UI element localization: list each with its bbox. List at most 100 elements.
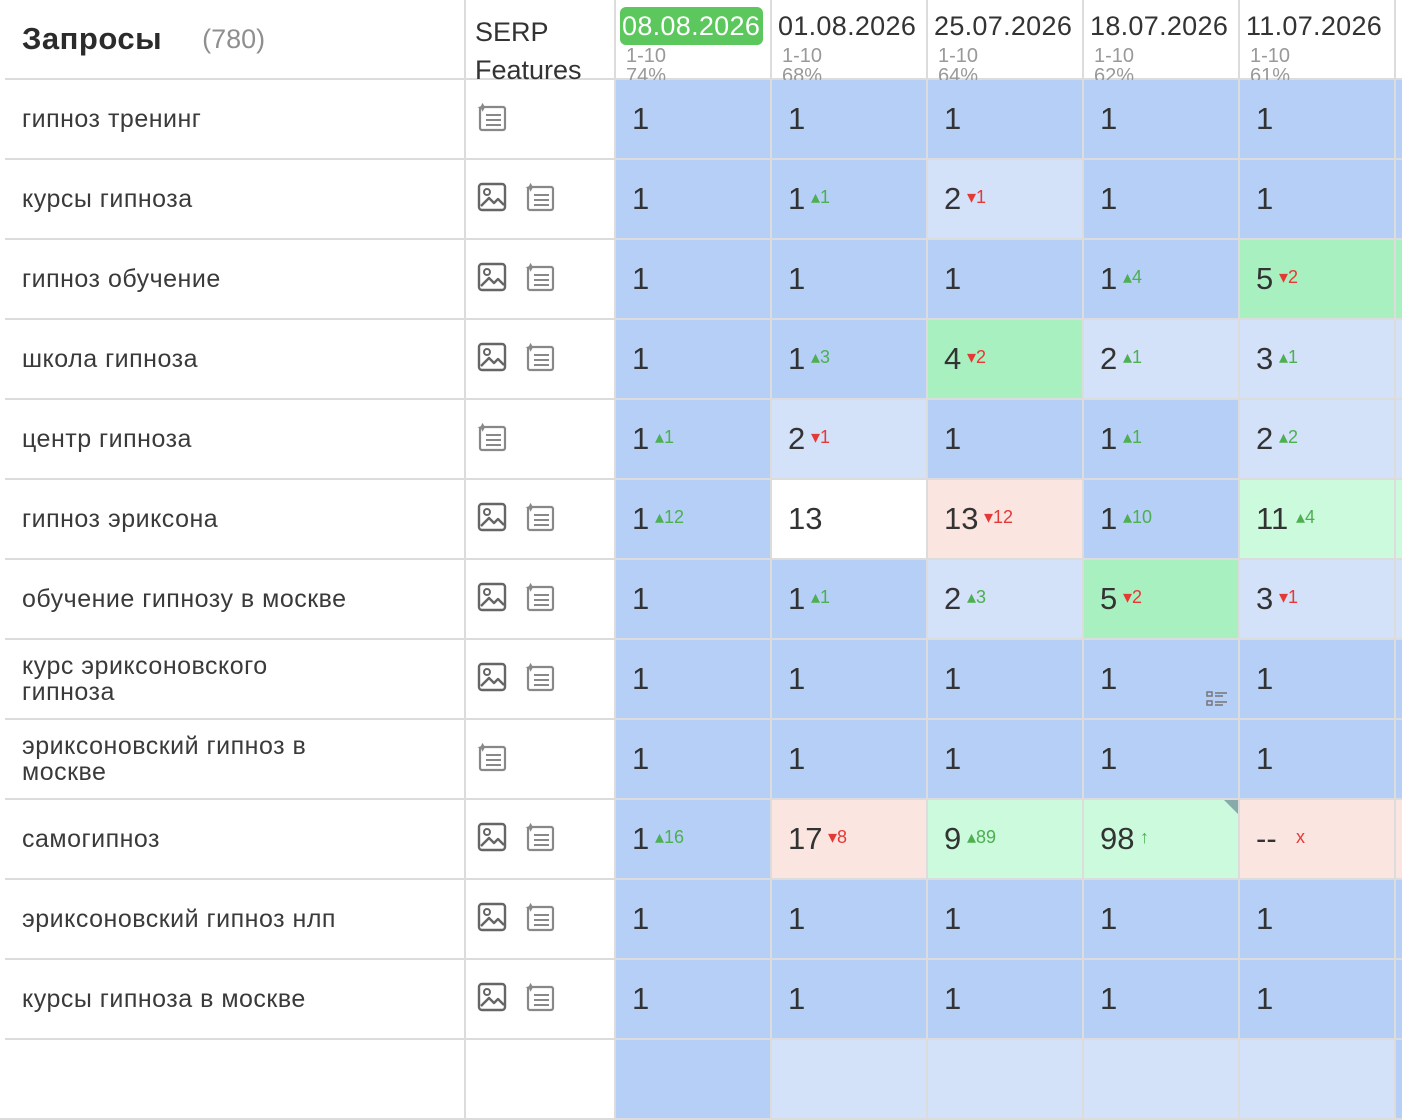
queries-header[interactable]: Запросы (780) [5,0,464,78]
image-icon[interactable] [476,501,508,538]
position-cell[interactable]: 1 [616,880,770,958]
query-text[interactable]: курсы гипноза [22,185,193,213]
query-text[interactable]: эриксоновский гипноз в москве [22,732,307,786]
date-column-header[interactable]: 25.07.2026 1-10 64% [928,0,1082,86]
position-cell[interactable]: 1 ▴12 [616,480,770,558]
position-cell[interactable]: 4 ▾2 [928,320,1082,398]
query-cell[interactable]: курсы гипноза в москве [5,960,464,1038]
position-cell[interactable]: 1 [772,960,926,1038]
query-cell[interactable]: школа гипноза [5,320,464,398]
position-cell[interactable]: 9 ▴89 [928,800,1082,878]
query-text[interactable]: обучение гипнозу в москве [22,585,347,613]
position-cell[interactable]: 1 ▴1 [1084,400,1238,478]
snippet-icon[interactable] [524,981,556,1018]
position-cell[interactable]: 2 ▾1 [928,160,1082,238]
position-cell[interactable]: 1 ▴1 [772,560,926,638]
query-text[interactable]: самогипноз [22,825,161,853]
position-cell[interactable]: 1 [1084,160,1238,238]
list-icon[interactable] [1206,690,1228,708]
query-cell[interactable]: эриксоновский гипноз в москве [5,720,464,798]
query-text[interactable]: центр гипноза [22,425,192,453]
position-cell[interactable]: -- x [1240,800,1394,878]
position-cell[interactable]: 1 [616,560,770,638]
snippet-icon[interactable] [476,421,508,458]
image-icon[interactable] [476,261,508,298]
query-cell[interactable]: обучение гипнозу в москве [5,560,464,638]
query-cell[interactable]: самогипноз [5,800,464,878]
date-column-header[interactable]: 01.08.2026 1-10 68% [772,0,926,86]
image-icon[interactable] [476,981,508,1018]
position-cell[interactable]: 1 [616,240,770,318]
date-label[interactable]: 01.08.2026 [778,11,917,41]
position-cell[interactable]: 17 ▾8 [772,800,926,878]
image-icon[interactable] [476,341,508,378]
note-marker[interactable] [1224,800,1238,814]
position-cell[interactable]: 1 [1240,960,1394,1038]
date-label[interactable]: 08.08.2026 [620,7,764,45]
snippet-icon[interactable] [524,501,556,538]
position-cell[interactable]: 1 ▴3 [772,320,926,398]
position-cell[interactable]: 1 [928,240,1082,318]
image-icon[interactable] [476,181,508,218]
query-cell[interactable]: гипноз тренинг [5,80,464,158]
position-cell[interactable]: 1 [616,320,770,398]
query-cell[interactable]: центр гипноза [5,400,464,478]
position-cell[interactable]: 13 ▾12 [928,480,1082,558]
position-cell[interactable]: 1 [1084,80,1238,158]
position-cell[interactable] [1084,1040,1238,1118]
position-cell[interactable]: 1 ▴16 [616,800,770,878]
position-cell[interactable]: 1 ▴10 [1084,480,1238,558]
position-cell[interactable]: 98 ↑ [1084,800,1238,878]
position-cell[interactable]: 1 [1240,80,1394,158]
query-cell[interactable]: гипноз обучение [5,240,464,318]
position-cell[interactable] [1240,1040,1394,1118]
query-text[interactable]: школа гипноза [22,345,198,373]
image-icon[interactable] [476,581,508,618]
position-cell[interactable]: 1 ▴4 [1084,240,1238,318]
position-cell[interactable]: 1 [616,960,770,1038]
position-cell[interactable]: 1 [772,240,926,318]
position-cell[interactable]: 1 [772,880,926,958]
snippet-icon[interactable] [476,741,508,778]
position-cell[interactable]: 1 [928,80,1082,158]
query-text[interactable]: курс эриксоновского гипноза [22,652,268,706]
date-label[interactable]: 25.07.2026 [934,11,1073,41]
position-cell[interactable]: 5 ▾2 [1240,240,1394,318]
position-cell[interactable]: 2 ▴3 [928,560,1082,638]
position-cell[interactable]: 1 [928,960,1082,1038]
position-cell[interactable]: 13 [772,480,926,558]
query-cell[interactable]: эриксоновский гипноз нлп [5,880,464,958]
position-cell[interactable]: 1 [1240,160,1394,238]
snippet-icon[interactable] [524,181,556,218]
snippet-icon[interactable] [524,661,556,698]
date-label[interactable]: 18.07.2026 [1090,11,1229,41]
position-cell[interactable]: 1 [772,80,926,158]
position-cell[interactable]: 2 ▾1 [772,400,926,478]
position-cell[interactable]: 1 [1240,880,1394,958]
snippet-icon[interactable] [524,821,556,858]
position-cell[interactable]: 1 [1084,720,1238,798]
query-cell[interactable]: курс эриксоновского гипноза [5,640,464,718]
image-icon[interactable] [476,901,508,938]
query-cell[interactable]: гипноз эриксона [5,480,464,558]
date-column-header[interactable]: 18.07.2026 1-10 62% [1084,0,1238,86]
position-cell[interactable]: 2 ▴1 [1084,320,1238,398]
query-text[interactable]: эриксоновский гипноз нлп [22,905,336,933]
snippet-icon[interactable] [524,901,556,938]
position-cell[interactable] [928,1040,1082,1118]
position-cell[interactable]: 1 [1084,640,1238,718]
date-column-header[interactable]: 08.08.2026 1-10 74% [616,0,770,86]
snippet-icon[interactable] [476,101,508,138]
position-cell[interactable]: 1 [928,640,1082,718]
snippet-icon[interactable] [524,261,556,298]
query-text[interactable]: гипноз тренинг [22,105,202,133]
snippet-icon[interactable] [524,341,556,378]
query-cell[interactable] [5,1040,464,1118]
position-cell[interactable]: 1 [1084,880,1238,958]
position-cell[interactable]: 3 ▴1 [1240,320,1394,398]
position-cell[interactable]: 1 [928,400,1082,478]
position-cell[interactable]: 1 [1240,720,1394,798]
position-cell[interactable]: 11 ▴4 [1240,480,1394,558]
position-cell[interactable]: 1 [616,80,770,158]
position-cell[interactable] [772,1040,926,1118]
